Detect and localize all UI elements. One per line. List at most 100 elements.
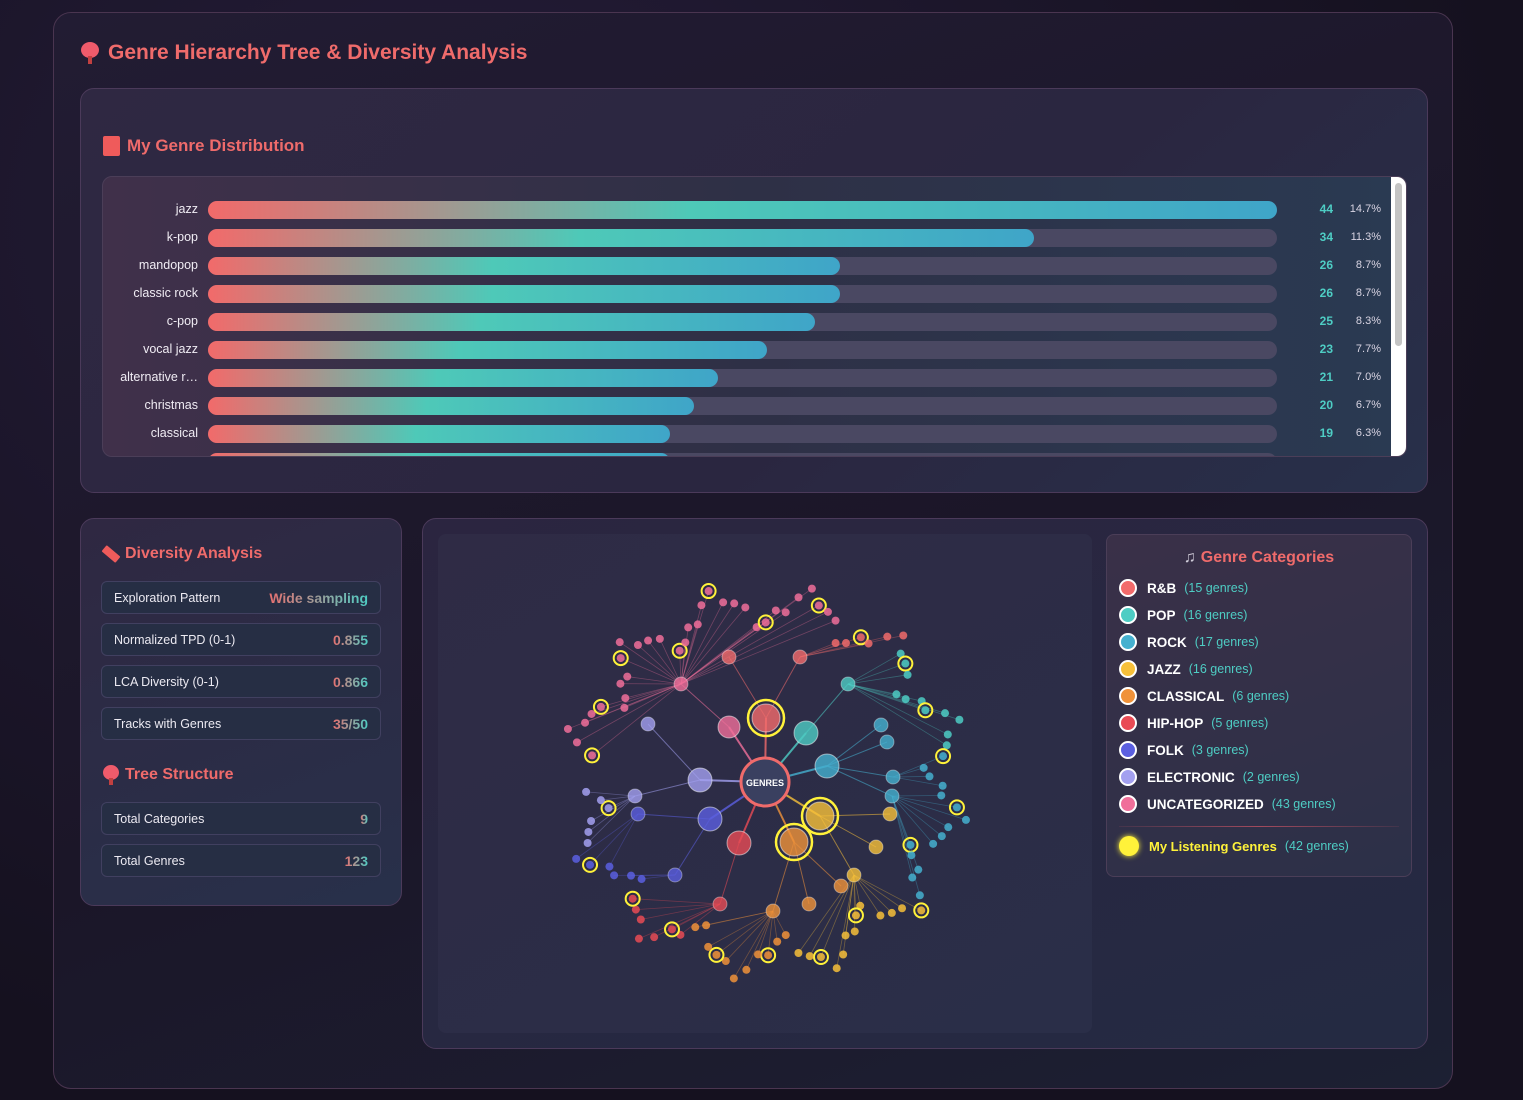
listening-highlight-ring[interactable]	[582, 856, 599, 873]
genre-leaf-node[interactable]	[761, 618, 770, 627]
genre-leaf-node[interactable]	[636, 915, 645, 924]
genre-leaf-node[interactable]	[901, 659, 910, 668]
genre-leaf-node[interactable]	[805, 952, 814, 961]
category-node[interactable]	[805, 801, 835, 831]
genre-subgroup-node[interactable]	[840, 676, 856, 692]
genre-leaf-node[interactable]	[839, 950, 848, 959]
genre-leaf-node[interactable]	[917, 906, 926, 915]
genre-leaf-node[interactable]	[655, 634, 664, 643]
legend-item-electronic[interactable]: ELECTRONIC (2 genres)	[1119, 767, 1300, 787]
genre-leaf-node[interactable]	[721, 957, 730, 966]
genre-leaf-node[interactable]	[903, 670, 912, 679]
legend-item-r-b[interactable]: R&B (15 genres)	[1119, 578, 1248, 598]
category-node[interactable]	[751, 703, 781, 733]
genre-leaf-node[interactable]	[704, 587, 713, 596]
listening-highlight-ring[interactable]	[852, 629, 869, 646]
listening-highlight-ring[interactable]	[913, 902, 930, 919]
genre-leaf-node[interactable]	[823, 607, 832, 616]
genre-subgroup-node[interactable]	[868, 839, 884, 855]
genre-leaf-node[interactable]	[684, 623, 693, 632]
genre-leaf-node[interactable]	[919, 763, 928, 772]
genre-leaf-node[interactable]	[925, 772, 934, 781]
genre-leaf-node[interactable]	[644, 636, 653, 645]
listening-highlight-ring[interactable]	[774, 822, 814, 862]
genre-subgroup-node[interactable]	[879, 734, 895, 750]
genre-leaf-node[interactable]	[832, 964, 841, 973]
listening-highlight-ring[interactable]	[584, 747, 601, 764]
listening-highlight-ring[interactable]	[592, 698, 609, 715]
genre-bar-row[interactable]: jazz 44 14.7%	[103, 200, 1393, 220]
genre-subgroup-node[interactable]	[765, 903, 781, 919]
genre-subgroup-node[interactable]	[873, 717, 889, 733]
genre-leaf-node[interactable]	[572, 738, 581, 747]
genre-bar-row[interactable]: mandopop 26 8.7%	[103, 256, 1393, 276]
legend-item-jazz[interactable]: JAZZ (16 genres)	[1119, 659, 1253, 679]
genre-leaf-node[interactable]	[794, 593, 803, 602]
genre-leaf-node[interactable]	[631, 905, 640, 914]
category-node[interactable]	[687, 767, 713, 793]
genre-leaf-node[interactable]	[584, 827, 593, 836]
genre-leaf-node[interactable]	[719, 598, 728, 607]
legend-item-classical[interactable]: CLASSICAL (6 genres)	[1119, 686, 1289, 706]
genre-leaf-node[interactable]	[702, 921, 711, 930]
genre-leaf-node[interactable]	[781, 608, 790, 617]
listening-highlight-ring[interactable]	[663, 921, 680, 938]
genre-subgroup-node[interactable]	[640, 716, 656, 732]
genres-root-label[interactable]: GENRES	[746, 778, 784, 788]
category-node[interactable]	[697, 806, 723, 832]
genre-leaf-node[interactable]	[587, 709, 596, 718]
genre-leaf-node[interactable]	[730, 599, 739, 608]
legend-item-pop[interactable]: POP (16 genres)	[1119, 605, 1247, 625]
genre-leaf-node[interactable]	[807, 584, 816, 593]
genre-leaf-node[interactable]	[929, 839, 938, 848]
genre-subgroup-node[interactable]	[882, 806, 898, 822]
genre-leaf-node[interactable]	[914, 865, 923, 874]
genre-leaf-node[interactable]	[667, 925, 676, 934]
genre-leaf-node[interactable]	[691, 923, 700, 932]
genre-leaf-node[interactable]	[937, 832, 946, 841]
genre-tree-canvas[interactable]: GENRES	[438, 534, 1092, 1033]
genre-leaf-node[interactable]	[938, 781, 947, 790]
genre-leaf-node[interactable]	[901, 695, 910, 704]
genre-leaf-node[interactable]	[816, 952, 825, 961]
genre-subgroup-node[interactable]	[721, 649, 737, 665]
legend-item-rock[interactable]: ROCK (17 genres)	[1119, 632, 1259, 652]
genre-tree-graph[interactable]: GENRES	[438, 534, 1092, 1033]
genre-leaf-node[interactable]	[610, 871, 619, 880]
category-node[interactable]	[779, 827, 809, 857]
genre-leaf-node[interactable]	[621, 694, 630, 703]
bars-scrollbar[interactable]	[1391, 177, 1406, 456]
genre-leaf-node[interactable]	[581, 718, 590, 727]
genre-leaf-node[interactable]	[596, 796, 605, 805]
category-node[interactable]	[814, 753, 840, 779]
genre-leaf-node[interactable]	[675, 646, 684, 655]
genre-leaf-node[interactable]	[637, 875, 646, 884]
genre-leaf-node[interactable]	[899, 631, 908, 640]
genre-leaf-node[interactable]	[634, 934, 643, 943]
genre-leaf-node[interactable]	[915, 891, 924, 900]
genre-leaf-node[interactable]	[704, 942, 713, 951]
genre-leaf-node[interactable]	[850, 927, 859, 936]
legend-item-uncategorized[interactable]: UNCATEGORIZED (43 genres)	[1119, 794, 1336, 814]
genre-subgroup-node[interactable]	[833, 878, 849, 894]
genre-leaf-node[interactable]	[712, 950, 721, 959]
listening-highlight-ring[interactable]	[612, 650, 629, 667]
genre-leaf-node[interactable]	[941, 709, 950, 718]
listening-highlight-ring[interactable]	[746, 698, 786, 738]
listening-highlight-ring[interactable]	[847, 907, 864, 924]
genre-leaf-node[interactable]	[851, 911, 860, 920]
listening-highlight-ring[interactable]	[757, 614, 774, 631]
genre-bar-row[interactable]: k-pop 34 11.3%	[103, 228, 1393, 248]
genre-leaf-node[interactable]	[605, 862, 614, 871]
genre-leaf-node[interactable]	[773, 937, 782, 946]
genre-leaf-node[interactable]	[942, 741, 951, 750]
listening-highlight-ring[interactable]	[935, 748, 952, 765]
listening-highlight-ring[interactable]	[948, 799, 965, 816]
category-node[interactable]	[726, 830, 752, 856]
legend-item-folk[interactable]: FOLK (3 genres)	[1119, 740, 1249, 760]
genre-leaf-node[interactable]	[627, 871, 636, 880]
genre-subgroup-node[interactable]	[712, 896, 728, 912]
genre-bars-list[interactable]: jazz 44 14.7% k-pop 34 11.3% mandopop 26 8.7% cla…	[102, 176, 1407, 457]
genre-leaf-node[interactable]	[961, 815, 970, 824]
genre-leaf-node[interactable]	[604, 804, 613, 813]
